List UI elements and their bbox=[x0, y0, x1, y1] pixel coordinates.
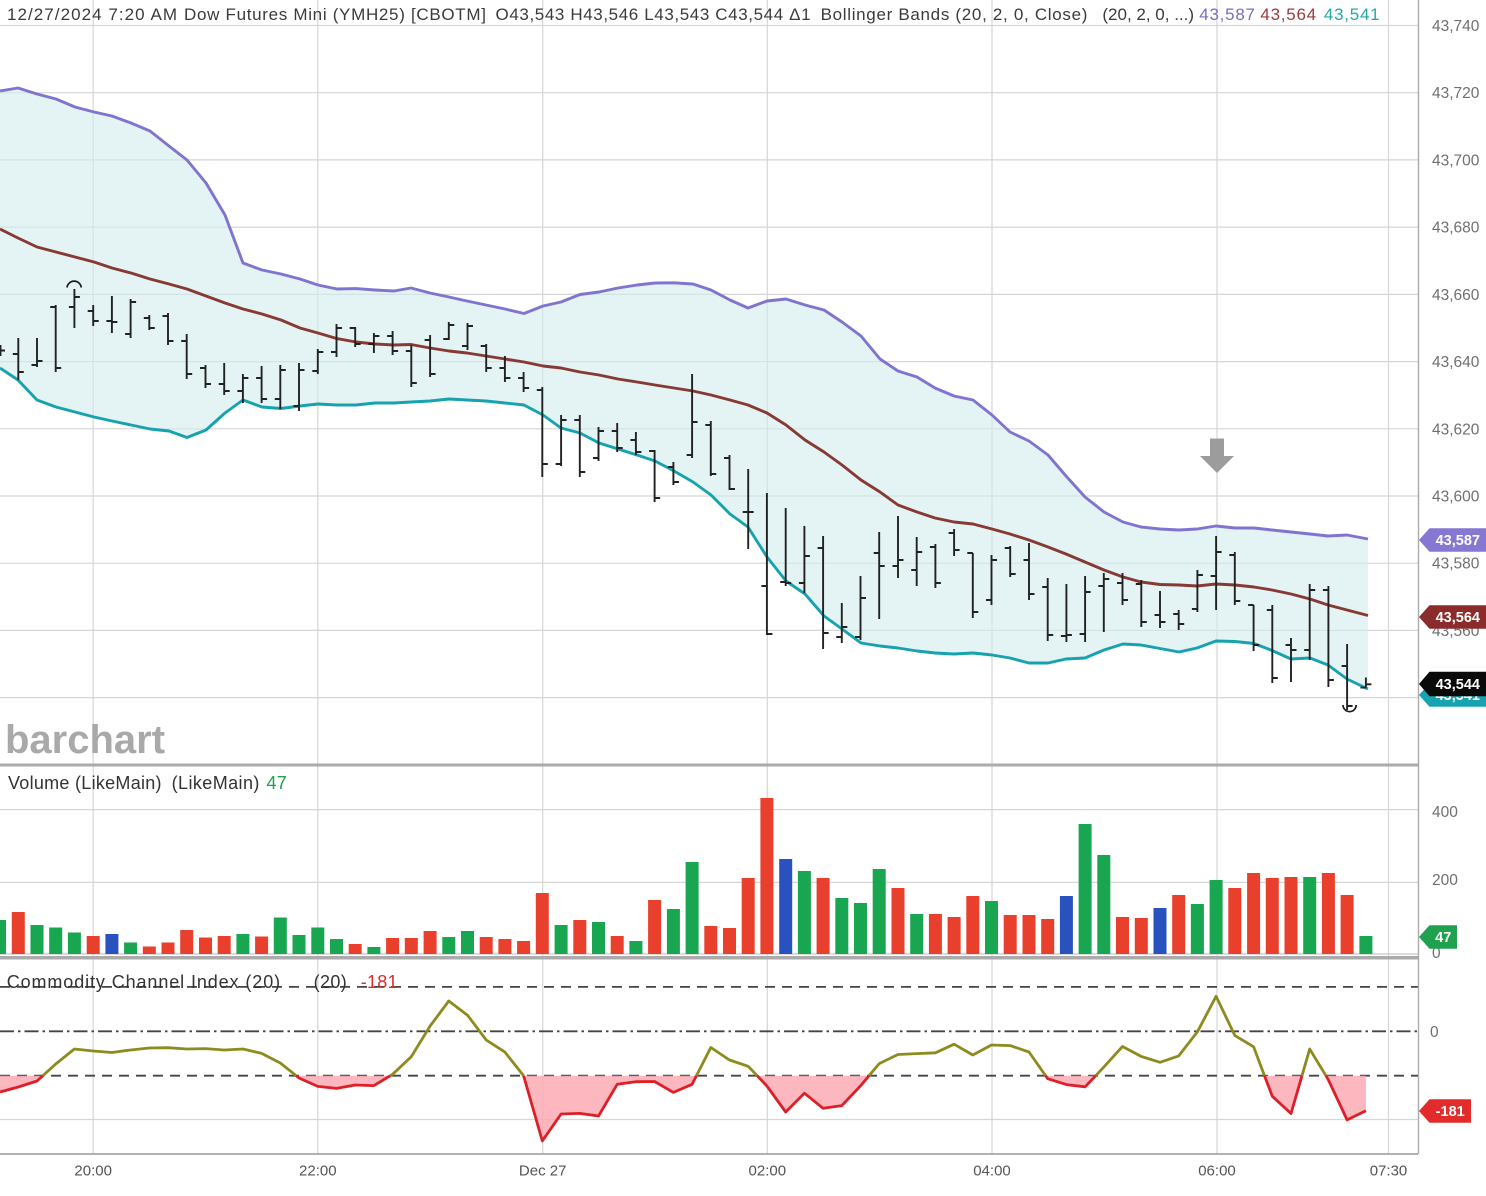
svg-text:400: 400 bbox=[1432, 804, 1458, 821]
svg-text:04:00: 04:00 bbox=[973, 1163, 1011, 1180]
svg-text:43,564: 43,564 bbox=[1260, 5, 1316, 24]
svg-text:47: 47 bbox=[267, 773, 288, 793]
svg-text:43,660: 43,660 bbox=[1432, 287, 1480, 304]
svg-text:Bollinger Bands (20, 2, 0, Clo: Bollinger Bands (20, 2, 0, Close) bbox=[821, 5, 1089, 24]
svg-text:47: 47 bbox=[1435, 930, 1451, 946]
svg-text:43,700: 43,700 bbox=[1432, 152, 1480, 169]
svg-text:-181: -181 bbox=[361, 972, 398, 992]
svg-text:43,587: 43,587 bbox=[1199, 5, 1255, 24]
svg-text:-181: -181 bbox=[1436, 1104, 1465, 1120]
svg-text:0: 0 bbox=[1432, 945, 1441, 962]
svg-text:12/27/2024 7:20 AM: 12/27/2024 7:20 AM bbox=[7, 5, 178, 24]
svg-text:Dec 27: Dec 27 bbox=[519, 1163, 567, 1180]
svg-text:43,541: 43,541 bbox=[1324, 5, 1380, 24]
svg-text:43,720: 43,720 bbox=[1432, 85, 1480, 102]
svg-text:02:00: 02:00 bbox=[749, 1163, 787, 1180]
svg-text:43,544: 43,544 bbox=[1436, 677, 1480, 693]
svg-text:43,640: 43,640 bbox=[1432, 354, 1480, 371]
svg-text:20:00: 20:00 bbox=[74, 1163, 112, 1180]
svg-text:Dow Futures Mini (YMH25) [CBOT: Dow Futures Mini (YMH25) [CBOTM] bbox=[184, 5, 487, 24]
svg-text:43,620: 43,620 bbox=[1432, 421, 1480, 438]
svg-text:200: 200 bbox=[1432, 872, 1458, 889]
svg-text:43,580: 43,580 bbox=[1432, 556, 1480, 573]
svg-text:Volume (LikeMain): Volume (LikeMain) bbox=[8, 773, 162, 793]
svg-text:Commodity Channel Index (20): Commodity Channel Index (20) bbox=[7, 972, 281, 992]
svg-text:43,564: 43,564 bbox=[1436, 610, 1480, 626]
svg-text:(20, 2, 0, ...): (20, 2, 0, ...) bbox=[1102, 5, 1194, 24]
svg-text:43,600: 43,600 bbox=[1432, 489, 1480, 506]
svg-text:43,740: 43,740 bbox=[1432, 18, 1480, 35]
svg-text:0: 0 bbox=[1430, 1024, 1439, 1041]
svg-text:06:00: 06:00 bbox=[1198, 1163, 1236, 1180]
svg-text:barchart: barchart bbox=[5, 718, 165, 762]
svg-text:07:30: 07:30 bbox=[1370, 1163, 1408, 1180]
svg-text:43,587: 43,587 bbox=[1436, 533, 1480, 549]
svg-text:O43,543 H43,546 L43,543 C43,54: O43,543 H43,546 L43,543 C43,544 Δ1 bbox=[496, 5, 812, 24]
svg-text:(20): (20) bbox=[314, 972, 348, 992]
svg-text:22:00: 22:00 bbox=[299, 1163, 337, 1180]
svg-text:43,680: 43,680 bbox=[1432, 220, 1480, 237]
svg-text:(LikeMain): (LikeMain) bbox=[172, 773, 260, 793]
